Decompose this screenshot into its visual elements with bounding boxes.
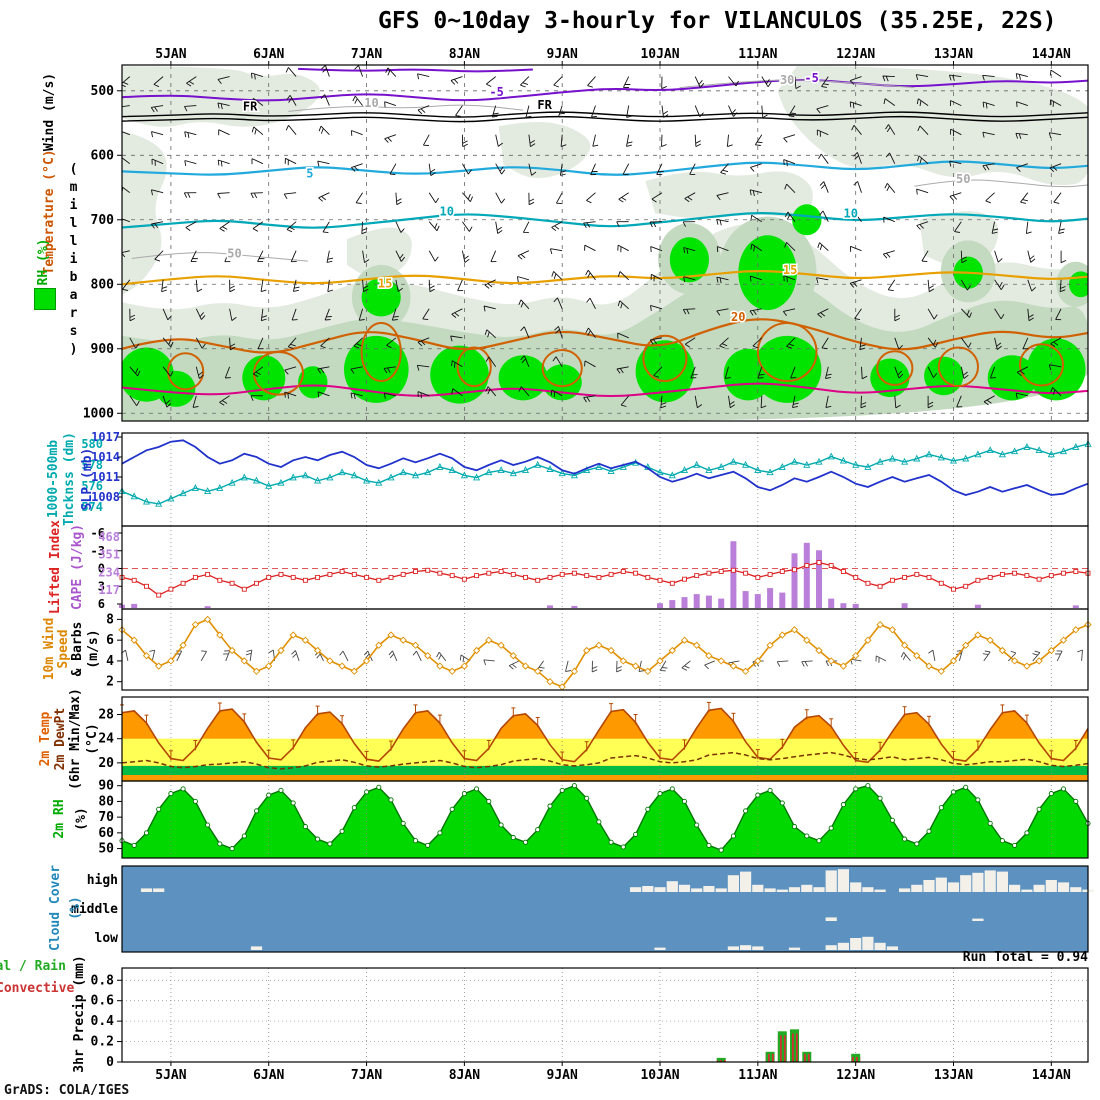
svg-text:28: 28 bbox=[98, 708, 114, 723]
svg-text:5: 5 bbox=[306, 166, 313, 180]
svg-text:5JAN: 5JAN bbox=[155, 1068, 186, 1083]
p7-cloud-cover-label: Cloud Cover bbox=[48, 864, 63, 952]
svg-text:9JAN: 9JAN bbox=[547, 1068, 578, 1083]
p1-millibars-axis-label: (millibars) bbox=[66, 162, 81, 360]
svg-text:90: 90 bbox=[98, 779, 114, 794]
svg-text:12JAN: 12JAN bbox=[836, 1068, 875, 1083]
svg-text:24: 24 bbox=[98, 732, 114, 747]
svg-text:5JAN: 5JAN bbox=[155, 47, 186, 62]
svg-text:11JAN: 11JAN bbox=[738, 47, 777, 62]
svg-text:6JAN: 6JAN bbox=[253, 47, 284, 62]
panel-cross-section bbox=[122, 65, 1088, 421]
svg-text:FR: FR bbox=[537, 98, 552, 112]
svg-text:-6: -6 bbox=[91, 526, 105, 540]
page-title: GFS 0~10day 3-hourly for VILANCULOS (35.… bbox=[378, 8, 1057, 34]
svg-text:0: 0 bbox=[98, 562, 105, 576]
svg-text:500: 500 bbox=[91, 84, 115, 99]
svg-text:6: 6 bbox=[98, 597, 105, 611]
svg-text:30: 30 bbox=[780, 73, 794, 87]
svg-text:3: 3 bbox=[98, 579, 105, 593]
svg-text:12JAN: 12JAN bbox=[836, 47, 875, 62]
svg-text:-5: -5 bbox=[804, 71, 818, 85]
svg-text:7JAN: 7JAN bbox=[351, 47, 382, 62]
svg-text:351: 351 bbox=[98, 548, 120, 562]
svg-text:FR: FR bbox=[243, 99, 258, 113]
svg-text:11JAN: 11JAN bbox=[738, 1068, 777, 1083]
svg-text:234: 234 bbox=[98, 565, 120, 579]
svg-text:20: 20 bbox=[98, 756, 114, 771]
svg-text:60: 60 bbox=[98, 826, 114, 841]
svg-text:0.8: 0.8 bbox=[91, 973, 115, 988]
svg-text:1014: 1014 bbox=[91, 450, 120, 464]
svg-text:800: 800 bbox=[91, 277, 115, 292]
svg-text:-3: -3 bbox=[91, 544, 105, 558]
svg-text:10: 10 bbox=[364, 96, 378, 110]
svg-text:middle: middle bbox=[71, 902, 118, 917]
svg-text:8: 8 bbox=[106, 612, 114, 627]
p8-convective-label: Convective bbox=[0, 981, 75, 996]
run-total-text: Run Total = 0.94 bbox=[962, 950, 1088, 965]
svg-text:4: 4 bbox=[106, 654, 114, 669]
svg-text:468: 468 bbox=[98, 530, 120, 544]
svg-text:10JAN: 10JAN bbox=[640, 1068, 679, 1083]
svg-text:6: 6 bbox=[106, 633, 114, 648]
p1-rh-axis-label: RH (%) bbox=[36, 238, 51, 286]
svg-text:10JAN: 10JAN bbox=[640, 47, 679, 62]
svg-text:1017: 1017 bbox=[91, 430, 120, 444]
svg-text:578: 578 bbox=[81, 458, 103, 472]
rh-legend-swatch bbox=[34, 288, 56, 310]
p8-precip-axis-label: 3hr Precip (mm) bbox=[72, 955, 87, 1073]
svg-text:20: 20 bbox=[731, 310, 745, 324]
svg-text:50: 50 bbox=[956, 172, 970, 186]
svg-text:70: 70 bbox=[98, 810, 114, 825]
grads-credit: GrADS: COLA/IGES bbox=[4, 1083, 130, 1098]
svg-text:0: 0 bbox=[106, 1055, 114, 1070]
svg-text:700: 700 bbox=[91, 213, 115, 228]
svg-text:15: 15 bbox=[783, 263, 797, 277]
svg-text:7JAN: 7JAN bbox=[351, 1068, 382, 1083]
svg-text:1000: 1000 bbox=[83, 406, 114, 421]
svg-text:high: high bbox=[87, 873, 118, 888]
svg-text:0.6: 0.6 bbox=[91, 994, 115, 1009]
svg-text:low: low bbox=[95, 931, 119, 946]
svg-text:117: 117 bbox=[98, 583, 120, 597]
svg-text:14JAN: 14JAN bbox=[1032, 47, 1071, 62]
svg-text:-5: -5 bbox=[489, 85, 503, 99]
svg-text:13JAN: 13JAN bbox=[934, 1068, 973, 1083]
svg-text:10: 10 bbox=[844, 206, 858, 220]
svg-text:1008: 1008 bbox=[91, 490, 120, 504]
svg-text:1011: 1011 bbox=[91, 470, 120, 484]
p8-total-rain-label: Total / Rain bbox=[0, 959, 66, 974]
svg-text:10: 10 bbox=[440, 204, 454, 218]
cross-section-wind-barbs bbox=[122, 65, 1067, 409]
svg-text:6JAN: 6JAN bbox=[253, 1068, 284, 1083]
svg-text:2: 2 bbox=[106, 675, 114, 690]
svg-text:8JAN: 8JAN bbox=[449, 47, 480, 62]
svg-text:0.4: 0.4 bbox=[91, 1014, 115, 1029]
svg-text:14JAN: 14JAN bbox=[1032, 1068, 1071, 1083]
svg-text:900: 900 bbox=[91, 342, 115, 357]
svg-text:576: 576 bbox=[81, 479, 103, 493]
svg-text:8JAN: 8JAN bbox=[449, 1068, 480, 1083]
svg-text:574: 574 bbox=[81, 500, 103, 514]
svg-text:13JAN: 13JAN bbox=[934, 47, 973, 62]
svg-text:50: 50 bbox=[227, 246, 241, 260]
svg-text:9JAN: 9JAN bbox=[547, 47, 578, 62]
svg-text:50: 50 bbox=[98, 842, 114, 857]
svg-text:0.2: 0.2 bbox=[91, 1035, 114, 1050]
svg-text:15: 15 bbox=[378, 277, 392, 291]
svg-text:580: 580 bbox=[81, 437, 103, 451]
svg-text:80: 80 bbox=[98, 794, 114, 809]
svg-text:600: 600 bbox=[91, 148, 115, 163]
